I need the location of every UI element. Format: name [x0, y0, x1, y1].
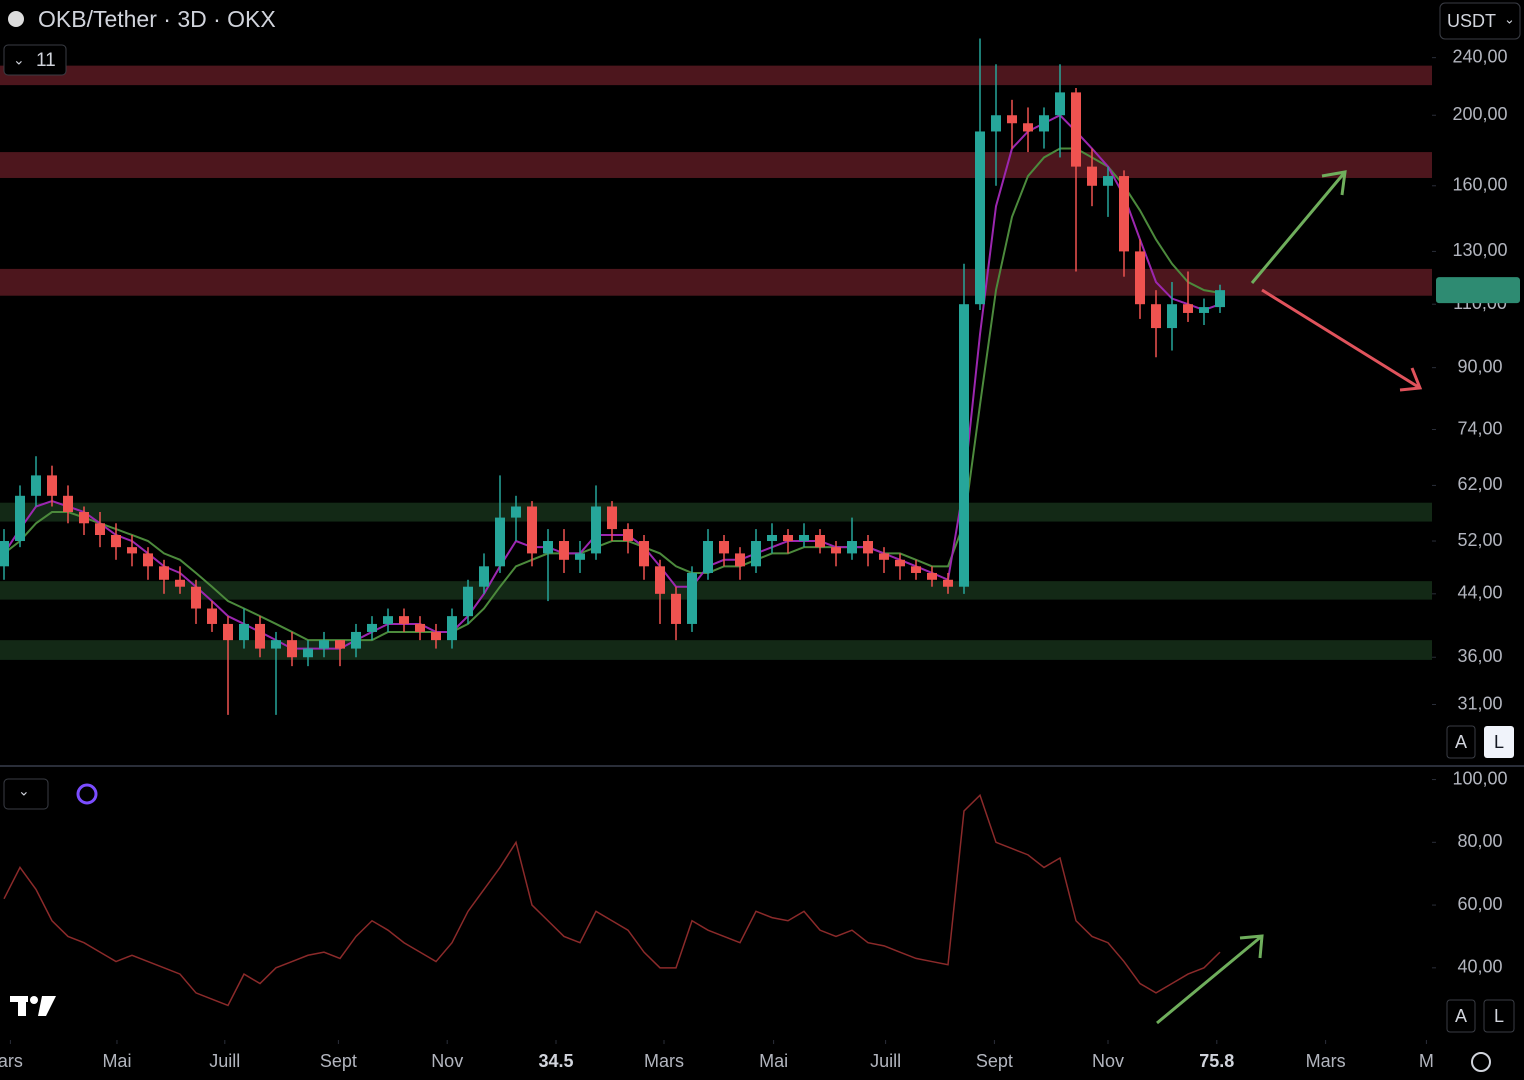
x-tick-label: 75.8 [1199, 1051, 1234, 1071]
auto-scale-button[interactable] [1446, 999, 1476, 1033]
log-scale-label: L [1494, 732, 1504, 752]
x-tick-label: Juill [209, 1051, 240, 1071]
zone [0, 268, 1432, 296]
x-tick-label: M [1419, 1051, 1434, 1071]
zone [0, 152, 1432, 178]
x-tick-label: Mai [102, 1051, 131, 1071]
x-tick-label: ars [0, 1051, 23, 1071]
y-tick-label: 44,00 [1457, 583, 1502, 603]
x-tick-label: 34.5 [538, 1051, 573, 1071]
auto-scale-label: A [1455, 1006, 1467, 1026]
down-arrow [1261, 288, 1423, 392]
zone [0, 65, 1432, 86]
chevron: ⌄ [1504, 11, 1515, 26]
indicator-toggle[interactable] [3, 44, 67, 76]
moving-average [3, 114, 1221, 650]
log-scale-label: L [1494, 1006, 1504, 1026]
y-tick-label: 60,00 [1457, 894, 1502, 914]
x-tick-label: Mai [759, 1051, 788, 1071]
x-tick-label: Mars [1306, 1051, 1346, 1071]
zone [0, 502, 1432, 522]
y-tick-label: 90,00 [1457, 356, 1502, 376]
last-price-box [1436, 277, 1520, 304]
x-tick-label: Mars [644, 1051, 684, 1071]
y-tick-label: 62,00 [1457, 474, 1502, 494]
up-arrow [1250, 170, 1347, 284]
y-tick-label: 160,00 [1452, 175, 1507, 195]
auto-scale-label: A [1455, 732, 1467, 752]
moving-average [3, 147, 1221, 642]
logo-part [38, 996, 56, 1016]
chevron: ⌄ [18, 783, 30, 799]
rsi-toggle[interactable] [3, 778, 49, 810]
y-tick-label: 31,00 [1457, 693, 1502, 713]
x-tick-label: Juill [870, 1051, 901, 1071]
x-tick-label: Sept [976, 1051, 1013, 1071]
annotations [1156, 170, 1423, 1025]
zones [0, 65, 1432, 660]
logo [10, 996, 56, 1016]
y-tick-label: 200,00 [1452, 104, 1507, 124]
y-tick-label: 80,00 [1457, 831, 1502, 851]
x-tick-label: Sept [320, 1051, 357, 1071]
loading-icon [76, 783, 98, 805]
log-scale-button[interactable] [1483, 999, 1515, 1033]
logo-part [30, 996, 38, 1004]
zone [0, 640, 1432, 660]
chart-title: OKB/Tether · 3D · OKX [38, 6, 276, 32]
chevron: ⌄ [13, 52, 25, 68]
rsi-line [3, 793, 1221, 1007]
y-tick-label: 36,00 [1457, 646, 1502, 666]
symbol-icon [8, 11, 24, 27]
indicator-count: 11 [36, 50, 56, 71]
auto-scale-button[interactable] [1446, 725, 1476, 759]
zone [0, 581, 1432, 600]
y-tick-label: 130,00 [1452, 240, 1507, 260]
log-scale-button[interactable] [1484, 726, 1514, 758]
y-tick-label: 74,00 [1457, 418, 1502, 438]
y-tick-label: 40,00 [1457, 957, 1502, 977]
rsi-up-arrow [1156, 934, 1264, 1025]
y-tick-label: 100,00 [1452, 768, 1507, 788]
currency-button[interactable] [1439, 2, 1521, 40]
x-tick-label: Nov [431, 1051, 463, 1071]
y-tick-label: 240,00 [1452, 46, 1507, 66]
x-tick-label: Nov [1092, 1051, 1124, 1071]
settings-icon[interactable] [1471, 1052, 1491, 1072]
logo-part [18, 996, 26, 1016]
currency: USDT [1447, 11, 1496, 31]
y-tick-label: 52,00 [1457, 530, 1502, 550]
